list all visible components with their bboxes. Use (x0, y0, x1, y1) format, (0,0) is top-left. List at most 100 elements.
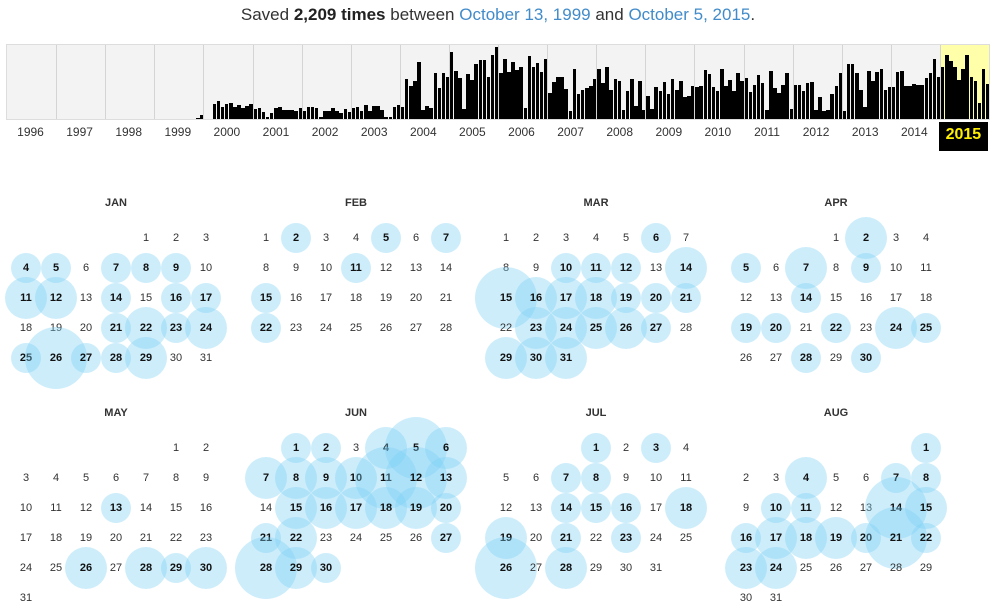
year-2000[interactable]: 2000 (213, 125, 241, 139)
year-1998[interactable]: 1998 (115, 125, 143, 139)
calendar-day-saved[interactable]: 12 (619, 262, 633, 274)
year-2001[interactable]: 2001 (262, 125, 290, 139)
calendar-day-saved[interactable]: 7 (442, 232, 450, 244)
calendar-day-saved[interactable]: 19 (739, 322, 753, 334)
calendar-day-saved[interactable]: 4 (802, 472, 810, 484)
calendar-day-saved[interactable]: 31 (559, 352, 573, 364)
year-2008[interactable]: 2008 (606, 125, 634, 139)
calendar-day-saved[interactable]: 11 (20, 292, 32, 304)
calendar-day-saved[interactable]: 18 (799, 532, 813, 544)
year-2002[interactable]: 2002 (311, 125, 339, 139)
calendar-day-saved[interactable]: 28 (109, 352, 123, 364)
calendar-day-saved[interactable]: 29 (289, 562, 303, 574)
calendar-day-saved[interactable]: 7 (802, 262, 810, 274)
calendar-day-saved[interactable]: 10 (349, 472, 363, 484)
calendar-day-saved[interactable]: 2 (292, 232, 300, 244)
calendar-day-saved[interactable]: 30 (859, 352, 873, 364)
calendar-day-saved[interactable]: 17 (199, 292, 213, 304)
calendar-day-saved[interactable]: 5 (742, 262, 750, 274)
calendar-day-saved[interactable]: 26 (79, 562, 93, 574)
calendar-day-saved[interactable]: 21 (679, 292, 693, 304)
calendar-day-saved[interactable]: 11 (800, 502, 812, 514)
calendar-day-saved[interactable]: 28 (559, 562, 573, 574)
calendar-day-saved[interactable]: 17 (769, 532, 783, 544)
calendar-day-saved[interactable]: 18 (589, 292, 603, 304)
calendar-day-saved[interactable]: 14 (679, 262, 693, 274)
calendar-day-saved[interactable]: 5 (52, 262, 60, 274)
calendar-day-saved[interactable]: 19 (619, 292, 633, 304)
calendar-day-saved[interactable]: 27 (79, 352, 93, 364)
calendar-day-saved[interactable]: 22 (289, 532, 303, 544)
calendar-day-saved[interactable]: 30 (199, 562, 213, 574)
year-2011[interactable]: 2011 (754, 125, 780, 139)
calendar-day-saved[interactable]: 17 (559, 292, 573, 304)
calendar-day-saved[interactable]: 21 (109, 322, 123, 334)
calendar-day-saved[interactable]: 12 (49, 292, 63, 304)
calendar-day-saved[interactable]: 14 (109, 292, 123, 304)
calendar-day-saved[interactable]: 9 (322, 472, 330, 484)
calendar-day-saved[interactable]: 29 (139, 352, 153, 364)
calendar-day-saved[interactable]: 15 (589, 502, 603, 514)
calendar-day-saved[interactable]: 23 (619, 532, 633, 544)
first-capture-link[interactable]: October 13, 1999 (459, 5, 591, 24)
calendar-day-saved[interactable]: 15 (499, 292, 513, 304)
calendar-day-saved[interactable]: 8 (142, 262, 150, 274)
calendar-day-saved[interactable]: 24 (559, 322, 573, 334)
calendar-day-saved[interactable]: 7 (562, 472, 570, 484)
year-2010[interactable]: 2010 (704, 125, 732, 139)
calendar-day-saved[interactable]: 24 (769, 562, 783, 574)
calendar-day-saved[interactable]: 11 (380, 472, 392, 484)
calendar-day-saved[interactable]: 6 (442, 442, 450, 454)
year-2003[interactable]: 2003 (360, 125, 388, 139)
calendar-day-saved[interactable]: 29 (499, 352, 513, 364)
calendar-day-saved[interactable]: 30 (319, 562, 333, 574)
year-2012[interactable]: 2012 (802, 125, 830, 139)
calendar-day-saved[interactable]: 12 (409, 472, 423, 484)
calendar-day-saved[interactable]: 5 (382, 232, 390, 244)
year-1997[interactable]: 1997 (66, 125, 93, 139)
calendar-day-saved[interactable]: 4 (382, 442, 390, 454)
calendar-day-saved[interactable]: 1 (592, 442, 600, 454)
calendar-day-saved[interactable]: 19 (829, 532, 843, 544)
calendar-day-saved[interactable]: 5 (412, 442, 420, 454)
calendar-day-saved[interactable]: 23 (169, 322, 183, 334)
calendar-day-saved[interactable]: 2 (322, 442, 330, 454)
year-2005[interactable]: 2005 (459, 125, 486, 139)
calendar-day-saved[interactable]: 6 (652, 232, 660, 244)
calendar-day-saved[interactable]: 22 (829, 322, 843, 334)
calendar-day-saved[interactable]: 15 (289, 502, 303, 514)
calendar-day-saved[interactable]: 13 (109, 502, 123, 514)
calendar-day-saved[interactable]: 16 (169, 292, 183, 304)
year-2007[interactable]: 2007 (557, 125, 584, 139)
calendar-day-saved[interactable]: 28 (799, 352, 813, 364)
calendar-day-saved[interactable]: 11 (590, 262, 602, 274)
year-2013[interactable]: 2013 (851, 125, 879, 139)
calendar-day-saved[interactable]: 22 (919, 532, 933, 544)
calendar-day-saved[interactable]: 3 (652, 442, 660, 454)
calendar-day-saved[interactable]: 21 (889, 532, 903, 544)
calendar-day-saved[interactable]: 15 (919, 502, 933, 514)
year-2015[interactable]: 2015 (938, 122, 988, 151)
calendar-day-saved[interactable]: 27 (649, 322, 663, 334)
calendar-day-saved[interactable]: 8 (922, 472, 930, 484)
calendar-day-saved[interactable]: 1 (292, 442, 300, 454)
calendar-day-saved[interactable]: 14 (889, 502, 903, 514)
calendar-day-saved[interactable]: 8 (292, 472, 300, 484)
calendar-day-saved[interactable]: 21 (559, 532, 573, 544)
calendar-day-saved[interactable]: 7 (112, 262, 120, 274)
calendar-day-saved[interactable]: 14 (559, 502, 573, 514)
calendar-day-saved[interactable]: 28 (259, 562, 273, 574)
calendar-day-saved[interactable]: 4 (22, 262, 30, 274)
calendar-day-saved[interactable]: 23 (529, 322, 543, 334)
last-capture-link[interactable]: October 5, 2015 (628, 5, 751, 24)
calendar-day-saved[interactable]: 21 (259, 532, 273, 544)
year-1999[interactable]: 1999 (164, 125, 192, 139)
calendar-day-saved[interactable]: 15 (259, 292, 273, 304)
calendar-day-saved[interactable]: 18 (379, 502, 393, 514)
calendar-day-saved[interactable]: 27 (439, 532, 453, 544)
calendar-day-saved[interactable]: 25 (19, 352, 33, 364)
calendar-day-saved[interactable]: 22 (259, 322, 273, 334)
calendar-day-saved[interactable]: 23 (739, 562, 753, 574)
calendar-day-saved[interactable]: 10 (559, 262, 573, 274)
calendar-day-saved[interactable]: 29 (169, 562, 183, 574)
